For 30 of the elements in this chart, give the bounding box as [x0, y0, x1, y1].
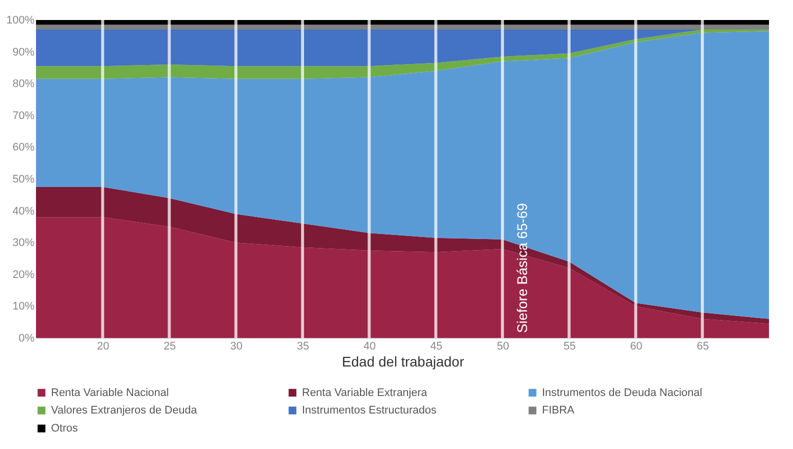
x-tick-label: 65: [696, 340, 709, 352]
y-tick-label: 90%: [12, 46, 35, 58]
x-tick-label: 30: [230, 340, 243, 352]
x-tick-label: 35: [296, 340, 310, 352]
y-tick-label: 40%: [12, 205, 35, 218]
x-tick-label: 40: [364, 340, 376, 352]
x-tick-label: 25: [164, 340, 176, 352]
legend-label: Otros: [51, 422, 78, 434]
x-axis-title: Edad del trabajador: [342, 354, 464, 370]
y-tick-label: 20%: [12, 268, 35, 281]
legend-label: Valores Extranjeros de Deuda: [51, 404, 198, 416]
y-tick-label: 70%: [12, 110, 35, 122]
y-tick-label: 60%: [12, 142, 35, 154]
x-tick-label: 60: [630, 340, 642, 352]
y-tick-label: 30%: [12, 237, 35, 250]
x-tick-label: 50: [496, 340, 510, 352]
y-tick-label: 50%: [12, 174, 35, 186]
legend-label: Renta Variable Extranjera: [302, 386, 428, 399]
y-tick-label: 0%: [18, 332, 35, 344]
annotation: Siefore Básica 65-69: [514, 202, 530, 333]
legend-label: Instrumentos Estructurados: [302, 404, 438, 416]
legend-label: FIBRA: [542, 404, 576, 416]
x-tick-label: 20: [97, 340, 110, 352]
y-tick-label: 80%: [12, 78, 35, 90]
y-tick-label: 100%: [6, 14, 35, 26]
x-tick-label: 45: [430, 340, 442, 352]
legend-label: Renta Variable Nacional: [51, 386, 169, 399]
legend-label: Instrumentos de Deuda Nacional: [542, 386, 702, 399]
y-tick-label: 10%: [12, 300, 35, 313]
x-tick-label: 55: [563, 340, 576, 352]
